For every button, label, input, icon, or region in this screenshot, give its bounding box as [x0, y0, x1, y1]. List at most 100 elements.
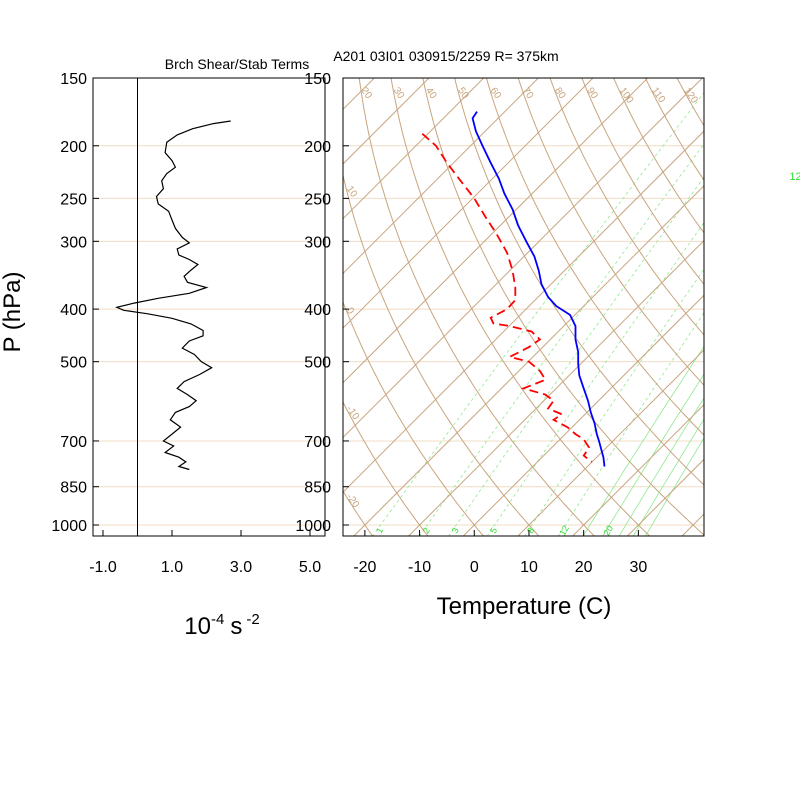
isotherm: [0, 62, 227, 537]
x-tick-label: -10: [408, 559, 431, 576]
y-tick-label: 300: [60, 234, 87, 251]
isotherm: [0, 62, 281, 537]
dry-adiabat-label: 100: [617, 86, 636, 106]
isotherm: [0, 62, 336, 537]
y-tick-label: 300: [304, 234, 331, 251]
mixing-ratio-line: [557, 312, 704, 536]
isotherm: [343, 78, 649, 384]
dry-adiabat: [794, 62, 800, 537]
mixing-ratio-line: [645, 437, 704, 536]
mixing-ratio-line: [486, 222, 704, 536]
isotherm: [681, 513, 704, 536]
shear-stab-line: [114, 120, 231, 471]
isotherm: [517, 349, 704, 536]
y-tick-label: 700: [304, 434, 331, 451]
x-unit-symbol: s: [230, 613, 242, 640]
dry-adiabat-lines: [90, 62, 800, 537]
x-tick-label: 5.0: [299, 559, 321, 576]
isotherm-lines: [0, 62, 800, 537]
isotherm: [343, 130, 704, 493]
dry-adiabat-label: 70: [520, 86, 536, 102]
dry-adiabat-label: -10: [344, 404, 362, 423]
y-tick-label: 150: [60, 71, 87, 88]
dry-adiabat: [343, 172, 540, 536]
dry-adiabat: [343, 400, 429, 536]
mixing-ratio-label: 5: [488, 526, 499, 535]
x-tick-label: 0: [470, 559, 479, 576]
mixing-ratio-label: 20: [601, 524, 615, 538]
y-tick-label: 400: [304, 302, 331, 319]
y-tick-label: 200: [304, 139, 331, 156]
mixing-ratio-line: [602, 373, 704, 536]
temperature-line: [471, 111, 606, 467]
dry-adiabat: [613, 78, 704, 234]
dry-adiabat-label: 110: [649, 86, 667, 106]
right-plot-frame: [342, 77, 705, 537]
isotherm: [343, 78, 376, 111]
x-tick-label: 10: [520, 559, 538, 576]
left-y-ticks: 150 200 250 300 400 500 700 850 1000: [51, 71, 99, 535]
x-tick-label: -20: [353, 559, 376, 576]
y-tick-label: 850: [304, 480, 331, 497]
isotherm: [407, 239, 704, 536]
shear-stab-panel: -1.0 1.0 3.0 5.0 150 200 250 300 400 500 700 850 10…: [0, 56, 326, 640]
mixing-ratio-label: 12: [789, 171, 800, 183]
dry-adiabat: [731, 62, 800, 537]
mixing-ratio-line: [448, 176, 704, 536]
dewpoint-line: [421, 133, 593, 463]
dry-adiabat: [90, 62, 151, 537]
isotherm: [462, 294, 704, 536]
dry-adiabat: [164, 62, 262, 537]
mixing-ratio-label: 8: [525, 526, 536, 535]
left-panel-title: Brch Shear/Stab Terms: [165, 56, 309, 72]
dry-adiabat: [358, 78, 595, 536]
dry-adiabat: [763, 62, 800, 537]
mixing-ratio-line: [582, 345, 704, 536]
pressure-gridlines: [343, 78, 704, 526]
dry-adiabat: [422, 78, 704, 536]
isotherm: [571, 403, 704, 536]
x-unit-base: 10: [184, 613, 211, 640]
mixing-ratio-label: 1: [374, 526, 385, 535]
mixing-ratio-line: [632, 418, 704, 536]
mixing-ratio-label: 2: [421, 526, 432, 535]
x-tick-label: 20: [575, 559, 593, 576]
dry-adiabat: [199, 62, 318, 537]
y-tick-label: 700: [60, 434, 87, 451]
mixing-ratio-labels: 121620242832123581220: [374, 171, 800, 537]
isotherm: [343, 78, 485, 220]
right-x-ticks: -20 -10 0 10 20 30: [353, 530, 647, 576]
isotherm: [343, 78, 540, 275]
dry-adiabat: [128, 62, 206, 537]
mixing-ratio-line: [618, 397, 704, 536]
dry-adiabat: [549, 78, 704, 336]
y-tick-label: 850: [60, 480, 87, 497]
left-x-axis-label: 10-4 s -2: [184, 611, 259, 640]
right-x-axis-label: Temperature (C): [437, 593, 612, 620]
dry-adiabat-label: 80: [552, 86, 568, 102]
dry-adiabat: [581, 78, 704, 286]
isotherm: [626, 458, 704, 536]
dry-adiabat: [343, 300, 485, 536]
right-y-ticks: 150 200 250 300 400 500 700 850 1000: [295, 71, 349, 535]
isotherm: [791, 62, 800, 537]
mixing-ratio-line: [372, 91, 704, 536]
y-tick-label: 200: [60, 139, 87, 156]
dry-adiabat: [454, 78, 704, 486]
sounding-lines: [421, 111, 606, 467]
x-tick-label: 1.0: [161, 559, 183, 576]
y-tick-label: 500: [304, 355, 331, 372]
dry-adiabat: [343, 490, 374, 536]
dry-adiabat-label: 120: [681, 86, 700, 106]
isotherm: [343, 78, 430, 165]
mixing-ratio-label: 12: [557, 524, 571, 538]
y-tick-label: 150: [304, 71, 331, 88]
isotherm: [343, 78, 704, 439]
dry-adiabat: [517, 78, 704, 386]
x-unit-symbol-exponent: -2: [246, 611, 259, 628]
y-tick-label: 250: [60, 191, 87, 208]
y-tick-label: 1000: [295, 518, 331, 535]
dry-adiabat: [700, 62, 800, 537]
dry-adiabat-label: 60: [488, 86, 504, 102]
